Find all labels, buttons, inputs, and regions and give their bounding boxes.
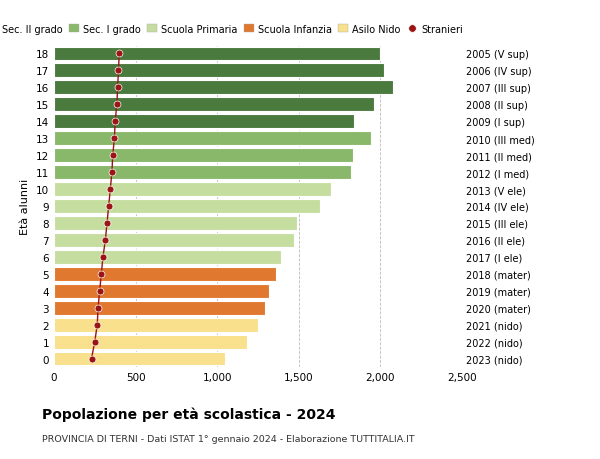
Bar [54,335,247,349]
Bar [54,318,258,332]
Bar [54,352,226,366]
Bar [54,64,383,78]
Bar [54,284,269,298]
Text: PROVINCIA DI TERNI - Dati ISTAT 1° gennaio 2024 - Elaborazione TUTTITALIA.IT: PROVINCIA DI TERNI - Dati ISTAT 1° genna… [42,434,415,443]
Bar [54,234,294,247]
Bar [54,183,331,196]
Bar [54,267,276,281]
Y-axis label: Età alunni: Età alunni [20,179,31,235]
Text: Popolazione per età scolastica - 2024: Popolazione per età scolastica - 2024 [42,406,335,421]
Bar [54,81,394,95]
Bar [54,301,265,315]
Bar [54,47,380,62]
Bar [54,217,297,230]
Bar [54,115,354,129]
Bar [54,200,320,213]
Bar [54,132,371,146]
Bar [54,98,374,112]
Bar [54,250,281,264]
Bar [54,149,353,163]
Legend: Sec. II grado, Sec. I grado, Scuola Primaria, Scuola Infanzia, Asilo Nido, Stran: Sec. II grado, Sec. I grado, Scuola Prim… [0,25,463,34]
Bar [54,166,351,179]
